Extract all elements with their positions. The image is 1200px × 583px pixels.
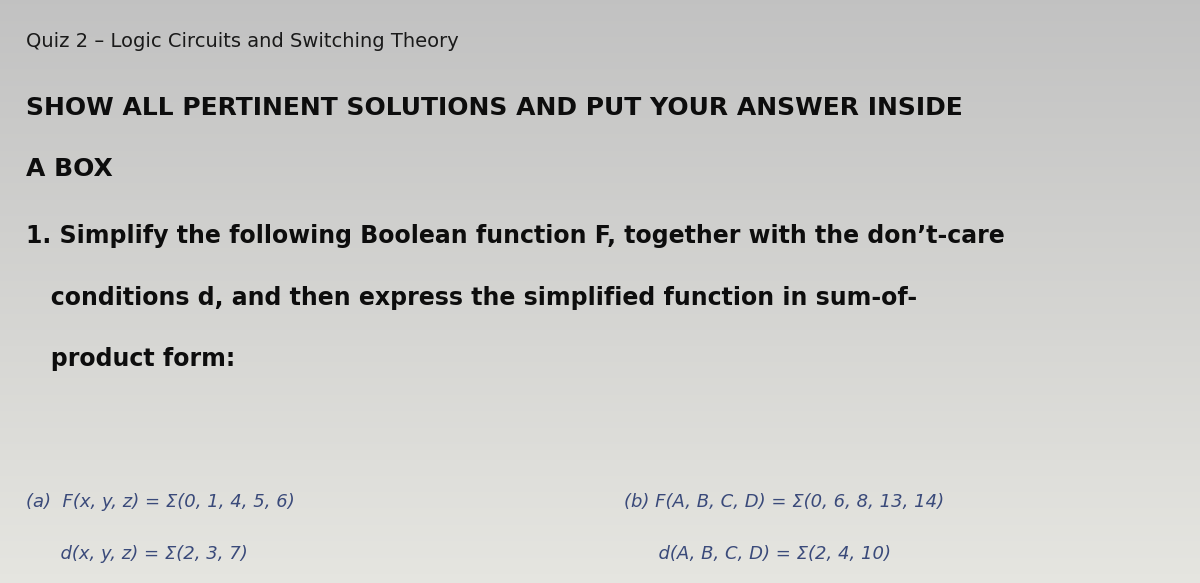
Text: 1. Simplify the following Boolean function F, together with the don’t-care: 1. Simplify the following Boolean functi…	[26, 224, 1006, 248]
Text: Quiz 2 – Logic Circuits and Switching Theory: Quiz 2 – Logic Circuits and Switching Th…	[26, 32, 460, 51]
Text: product form:: product form:	[26, 347, 235, 371]
Text: d(A, B, C, D) = Σ(2, 4, 10): d(A, B, C, D) = Σ(2, 4, 10)	[624, 545, 890, 563]
Text: conditions d, and then express the simplified function in sum-of-: conditions d, and then express the simpl…	[26, 286, 918, 310]
Text: d(x, y, z) = Σ(2, 3, 7): d(x, y, z) = Σ(2, 3, 7)	[26, 545, 248, 563]
Text: (b) F(A, B, C, D) = Σ(0, 6, 8, 13, 14): (b) F(A, B, C, D) = Σ(0, 6, 8, 13, 14)	[624, 493, 944, 511]
Text: A BOX: A BOX	[26, 157, 113, 181]
Text: (a)  F(x, y, z) = Σ(0, 1, 4, 5, 6): (a) F(x, y, z) = Σ(0, 1, 4, 5, 6)	[26, 493, 295, 511]
Text: SHOW ALL PERTINENT SOLUTIONS AND PUT YOUR ANSWER INSIDE: SHOW ALL PERTINENT SOLUTIONS AND PUT YOU…	[26, 96, 964, 120]
